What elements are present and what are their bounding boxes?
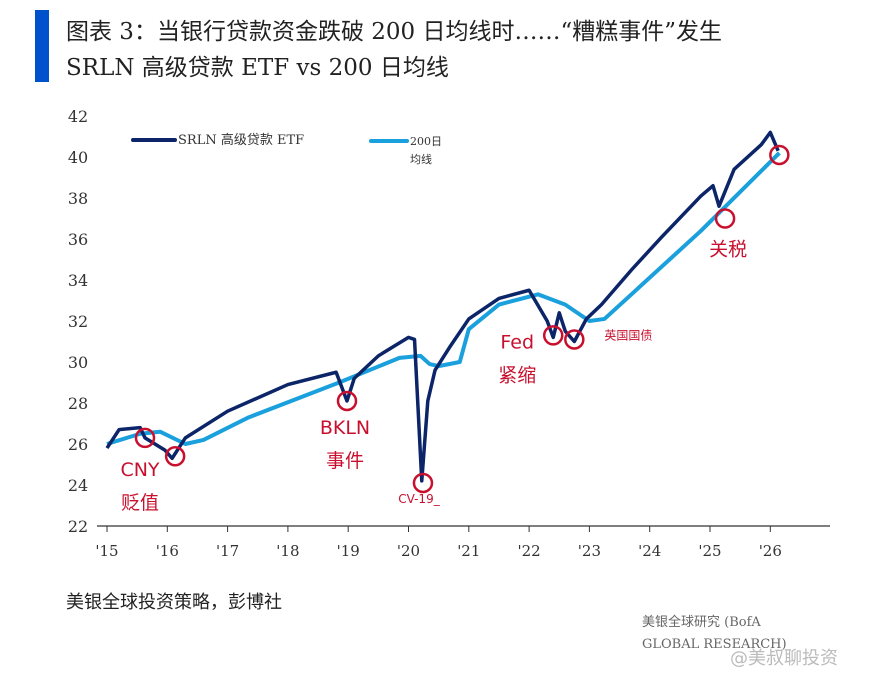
event-marker-circle bbox=[336, 390, 358, 412]
y-tick-label: 30 bbox=[68, 353, 88, 372]
title-accent-bar bbox=[35, 10, 49, 82]
event-marker-circle bbox=[769, 144, 790, 166]
event-label: Fed bbox=[500, 331, 534, 353]
x-tick-label: '23 bbox=[578, 542, 601, 560]
y-tick-label: 28 bbox=[68, 394, 88, 413]
x-tick-label: '26 bbox=[759, 542, 782, 560]
y-tick-label: 34 bbox=[68, 271, 88, 290]
x-tick-label: '18 bbox=[276, 542, 299, 560]
y-tick-label: 26 bbox=[68, 435, 88, 454]
x-tick-label: '25 bbox=[698, 542, 721, 560]
chart-title: 图表 3：当银行贷款资金跌破 200 日均线时……“糟糕事件”发生 bbox=[66, 19, 722, 45]
event-label: CNY bbox=[120, 459, 159, 481]
y-tick-label: 22 bbox=[68, 517, 88, 536]
event-label: 紧缩 bbox=[498, 364, 536, 386]
legend-label-srln: SRLN 高级贷款 ETF bbox=[178, 132, 304, 148]
event-marker-circle bbox=[714, 208, 736, 229]
x-tick-label: '16 bbox=[156, 542, 179, 560]
event-label: CV-19_ bbox=[398, 492, 440, 506]
event-label: BKLN bbox=[320, 417, 370, 439]
x-tick-label: '24 bbox=[638, 542, 661, 560]
event-label: 事件 bbox=[326, 450, 364, 472]
event-marker-circle bbox=[134, 427, 156, 449]
series-line-ma200 bbox=[106, 151, 781, 446]
y-tick-label: 42 bbox=[68, 107, 88, 126]
credit-note: 美银全球研究 (BofA GLOBAL RESEARCH) bbox=[642, 615, 787, 652]
event-label: 关税 bbox=[709, 239, 747, 261]
event-marker-circle bbox=[564, 329, 585, 350]
event-marker-circle bbox=[412, 472, 434, 494]
x-tick-label: '21 bbox=[457, 542, 480, 560]
legend-label-ma200: 200日 bbox=[410, 135, 442, 148]
x-tick-label: '17 bbox=[216, 542, 239, 560]
x-tick-label: '20 bbox=[397, 542, 420, 560]
y-tick-label: 36 bbox=[68, 230, 88, 249]
x-tick-label: '15 bbox=[95, 542, 118, 560]
y-tick-label: 32 bbox=[68, 312, 88, 331]
y-tick-label: 24 bbox=[68, 476, 88, 495]
event-marker-circle bbox=[164, 446, 186, 467]
series-line-srln bbox=[105, 130, 780, 483]
chart-subtitle: SRLN 高级贷款 ETF vs 200 日均线 bbox=[66, 55, 449, 81]
event-label: 英国国债 bbox=[604, 328, 652, 342]
event-marker-circle bbox=[542, 325, 564, 346]
watermark: @美叔聊投资 bbox=[730, 648, 838, 669]
event-label: 贬值 bbox=[121, 492, 159, 514]
y-tick-label: 38 bbox=[68, 189, 88, 208]
x-tick-label: '19 bbox=[337, 542, 360, 560]
source-note: 美银全球投资策略，彭博社 bbox=[66, 592, 282, 613]
x-tick-label: '22 bbox=[517, 542, 540, 560]
legend-label-ma200-wrap: 均线 bbox=[410, 152, 432, 166]
y-tick-label: 40 bbox=[68, 148, 88, 167]
